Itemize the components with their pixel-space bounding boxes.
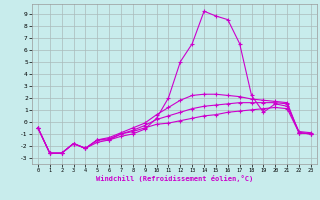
X-axis label: Windchill (Refroidissement éolien,°C): Windchill (Refroidissement éolien,°C) [96,175,253,182]
